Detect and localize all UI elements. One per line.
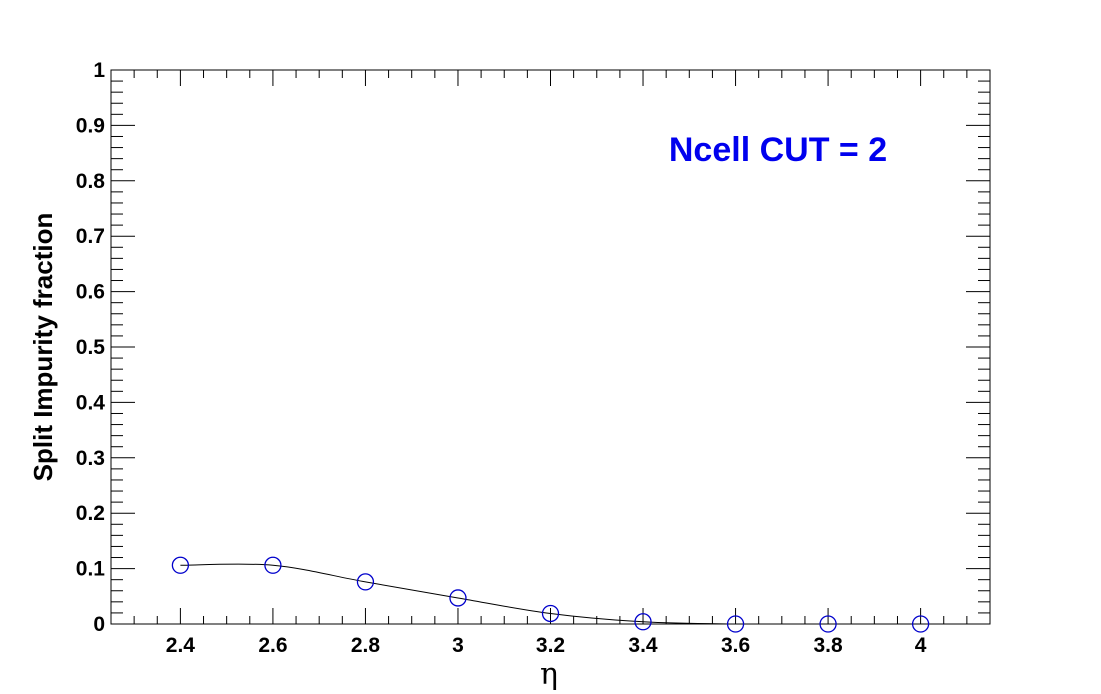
y-axis-title: Split Impurity fraction (28, 213, 58, 482)
y-tick-label: 0.7 (76, 225, 105, 248)
axis-ticks (110, 69, 991, 625)
data-point (726, 615, 745, 633)
y-tick-label: 0.1 (76, 558, 106, 581)
data-point (449, 589, 467, 607)
x-tick-label: 3 (452, 634, 464, 657)
data-point (819, 615, 837, 633)
y-tick-labels: 0 0.1 0.2 0.3 0.4 0.5 0.6 0.7 0.8 0.9 1 (76, 59, 106, 636)
y-tick-label: 0.2 (76, 502, 105, 525)
y-tick-label: 0.6 (76, 281, 105, 304)
x-tick-label: 2.8 (351, 634, 381, 657)
x-tick-label: 3.4 (628, 634, 658, 657)
y-tick-label: 0.5 (76, 336, 106, 359)
x-tick-label: 2.4 (166, 634, 196, 657)
data-point (911, 615, 930, 633)
data-point (634, 613, 652, 631)
x-tick-label: 3.2 (536, 634, 565, 657)
x-tick-label: 3.8 (813, 634, 843, 657)
x-tick-label: 4 (915, 634, 927, 657)
x-tick-label: 3.6 (721, 634, 750, 657)
data-point (171, 556, 190, 574)
ncell-cut-annotation: Ncell CUT = 2 (669, 131, 887, 169)
data-points (171, 556, 930, 633)
x-tick-label: 2.6 (258, 634, 287, 657)
data-point (541, 604, 560, 623)
y-tick-label: 0 (93, 613, 105, 636)
y-tick-label: 1 (93, 59, 105, 82)
data-point (264, 556, 282, 574)
y-tick-label: 0.9 (76, 114, 105, 137)
series-line (180, 563, 921, 625)
y-tick-label: 0.4 (76, 391, 106, 414)
y-tick-label: 0.8 (76, 170, 106, 193)
x-axis-title: η (540, 657, 558, 692)
y-tick-label: 0.3 (76, 447, 105, 470)
x-tick-labels: 2.4 2.6 2.8 3 3.2 3.4 3.6 3.8 4 (166, 634, 927, 657)
data-point (356, 573, 375, 591)
